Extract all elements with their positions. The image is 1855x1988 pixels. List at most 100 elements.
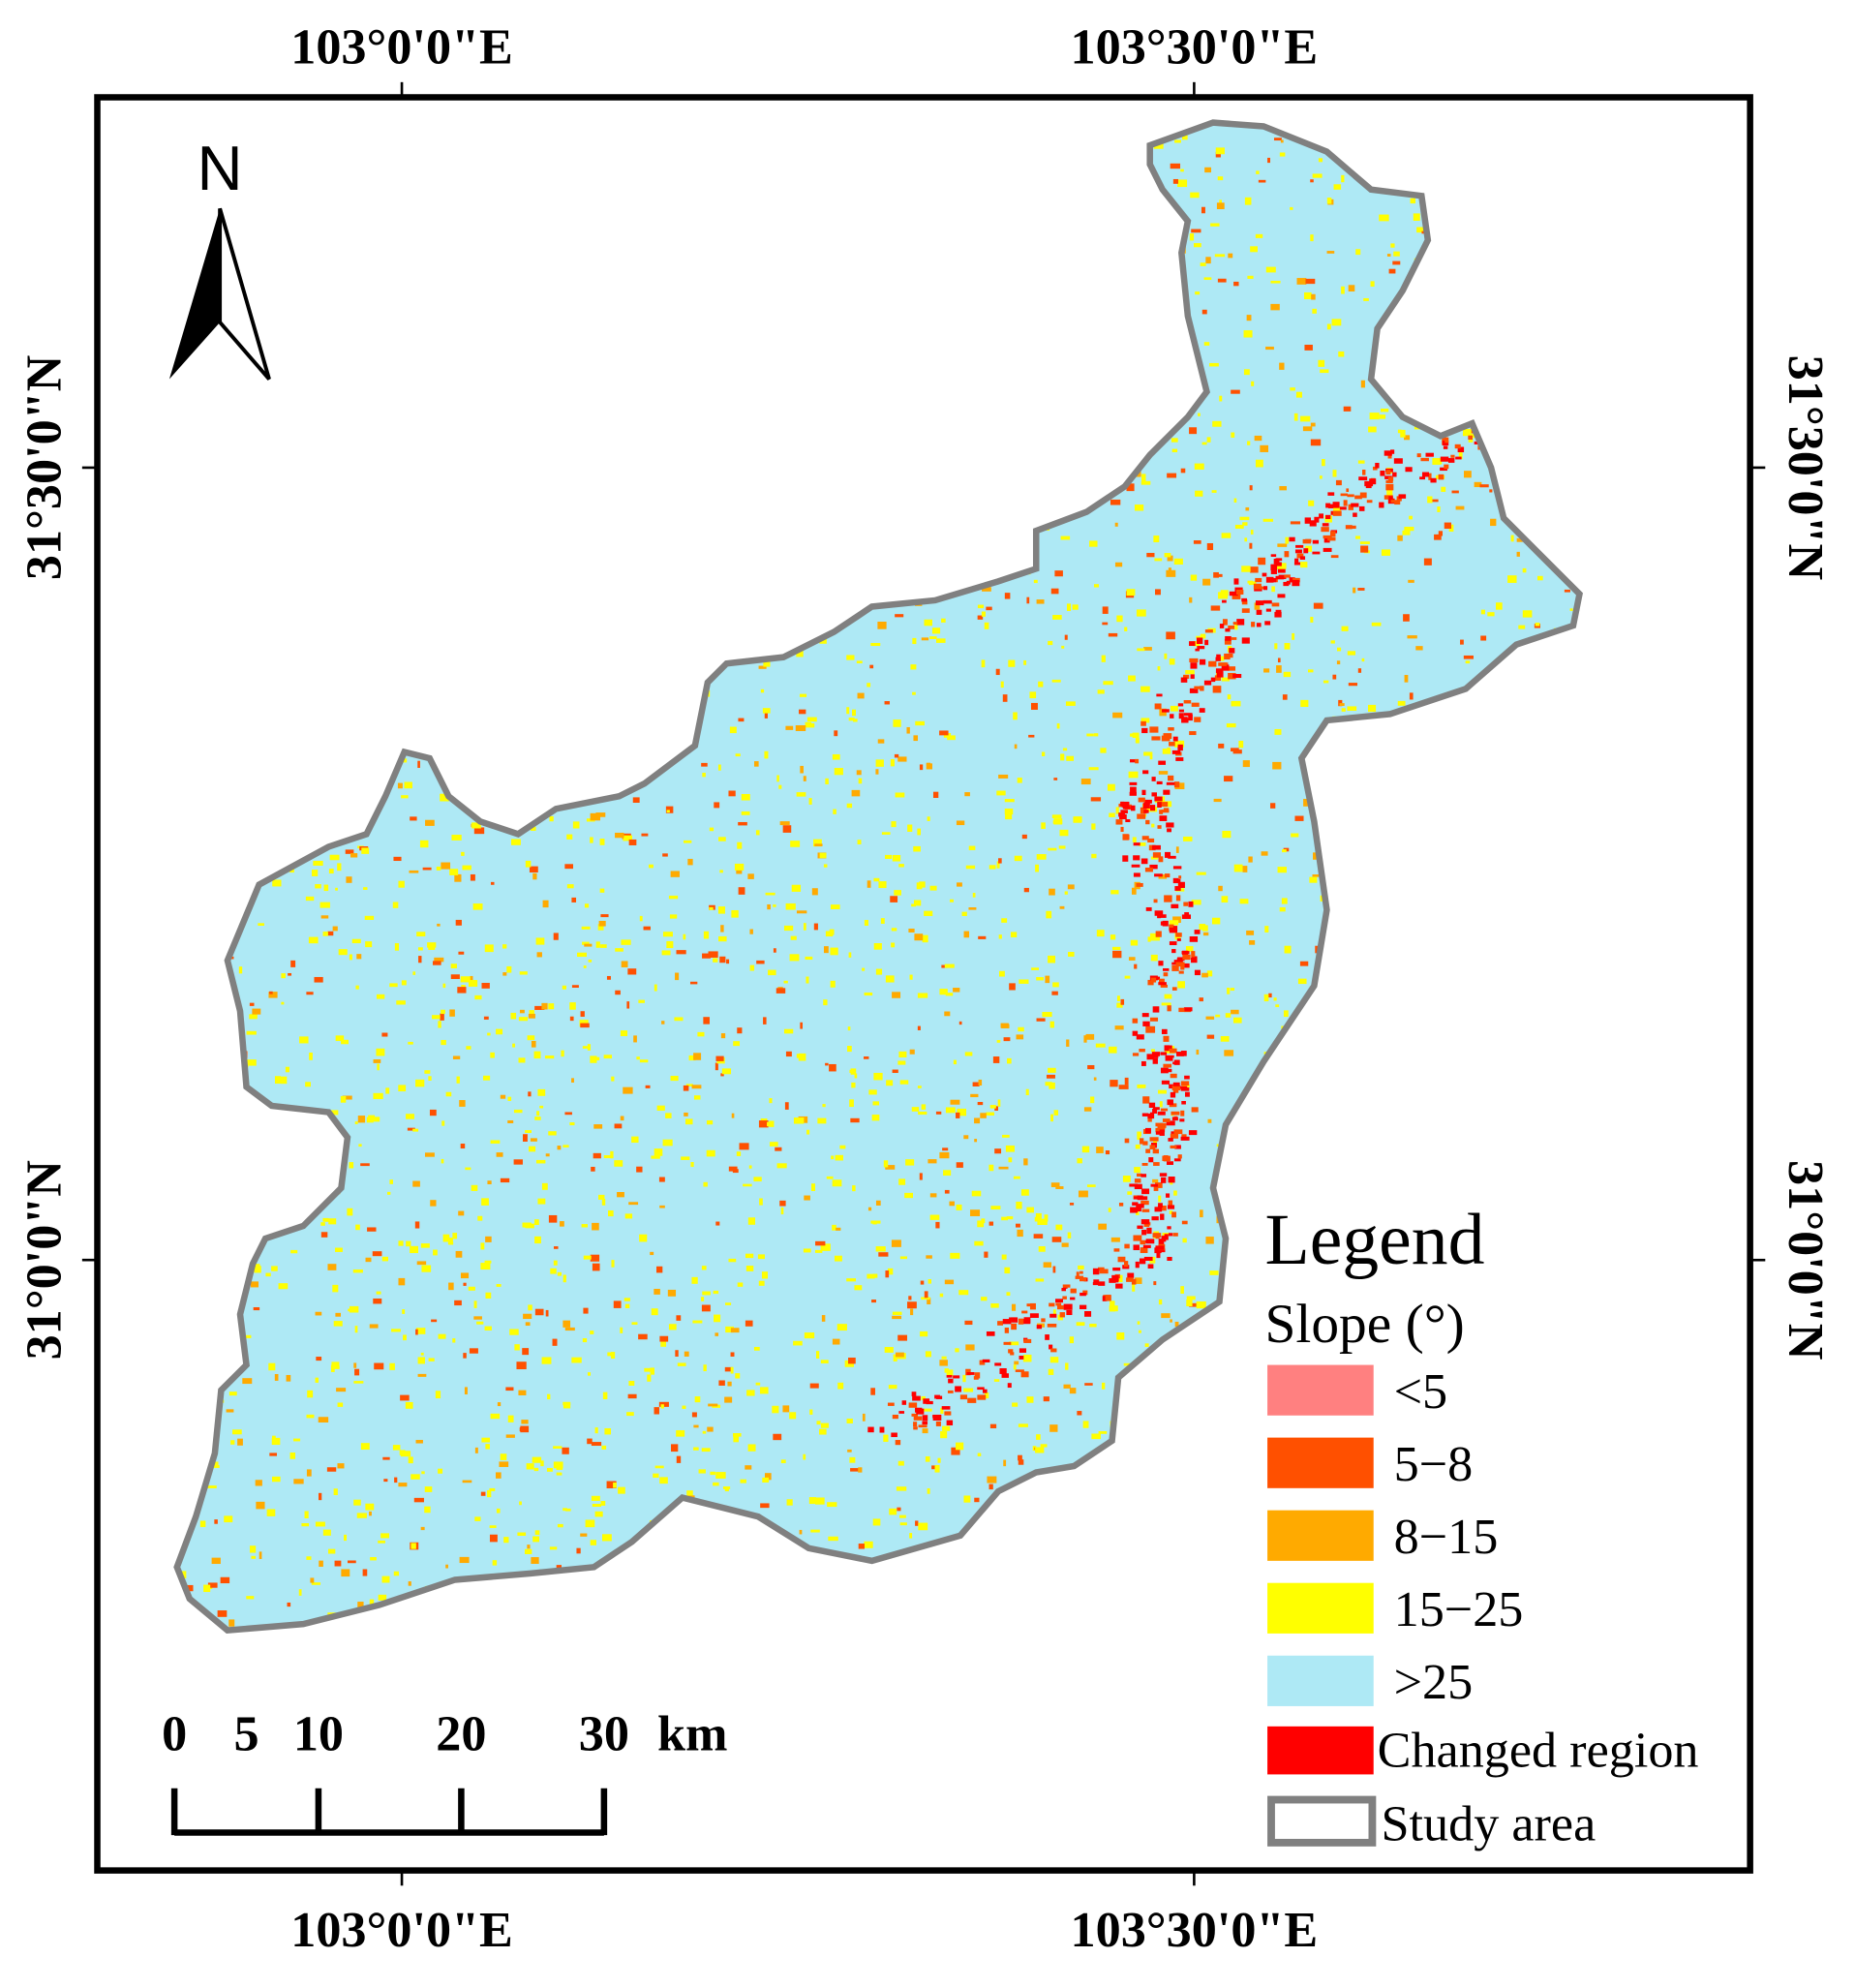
slope-speckle: [529, 1146, 536, 1152]
changed-speckle: [1132, 1208, 1141, 1212]
changed-speckle: [1384, 495, 1393, 500]
slope-speckle: [398, 880, 405, 888]
slope-speckle: [1474, 481, 1482, 488]
slope-speckle: [589, 628, 596, 633]
slope-speckle: [1063, 1384, 1071, 1389]
slope-speckle: [315, 475, 322, 481]
slope-speckle: [319, 1560, 323, 1567]
slope-speckle: [1250, 1343, 1257, 1348]
changed-speckle: [1203, 680, 1212, 686]
slope-speckle: [456, 1076, 460, 1084]
slope-speckle: [1050, 588, 1059, 595]
slope-speckle: [975, 205, 983, 211]
slope-speckle: [860, 545, 867, 549]
slope-speckle: [263, 697, 272, 705]
slope-speckle: [322, 673, 326, 678]
slope-speckle: [306, 1469, 312, 1477]
slope-speckle: [316, 1357, 322, 1361]
slope-speckle: [1395, 1136, 1404, 1142]
slope-speckle: [517, 571, 523, 578]
slope-speckle: [1568, 422, 1572, 428]
changed-speckle: [936, 1395, 943, 1399]
slope-speckle: [246, 464, 251, 473]
slope-speckle: [769, 1142, 778, 1147]
slope-speckle: [1387, 992, 1392, 998]
slope-speckle: [800, 535, 805, 541]
changed-speckle: [1133, 855, 1140, 861]
slope-speckle: [827, 494, 833, 500]
slope-speckle: [776, 1163, 787, 1169]
slope-speckle: [989, 1105, 996, 1109]
changed-speckle: [1082, 1290, 1088, 1296]
slope-speckle: [220, 586, 226, 594]
changed-speckle: [1189, 731, 1197, 736]
slope-speckle: [385, 219, 394, 226]
slope-speckle: [1217, 176, 1224, 181]
slope-speckle: [817, 1117, 827, 1124]
slope-speckle: [1040, 1444, 1048, 1448]
slope-speckle: [1242, 1306, 1249, 1313]
slope-speckle: [336, 823, 346, 829]
slope-speckle: [1131, 1278, 1137, 1285]
slope-speckle: [848, 718, 855, 721]
slope-speckle: [990, 1555, 994, 1561]
slope-speckle: [713, 958, 718, 963]
slope-speckle: [452, 1607, 462, 1616]
slope-speckle: [532, 1456, 542, 1463]
slope-speckle: [500, 658, 504, 661]
slope-speckle: [427, 942, 437, 948]
slope-speckle: [471, 1184, 478, 1191]
changed-speckle: [1392, 472, 1397, 477]
slope-speckle: [994, 486, 1001, 492]
slope-speckle: [1122, 350, 1129, 355]
slope-speckle: [731, 480, 742, 486]
slope-speckle: [1037, 461, 1045, 466]
slope-speckle: [942, 1425, 951, 1431]
changed-speckle: [1172, 1088, 1179, 1093]
slope-speckle: [1053, 1110, 1059, 1116]
slope-speckle: [748, 1165, 752, 1169]
changed-speckle: [1004, 1327, 1010, 1333]
slope-speckle: [535, 781, 543, 786]
slope-speckle: [990, 455, 997, 461]
slope-speckle: [858, 343, 867, 349]
slope-speckle: [575, 1609, 580, 1614]
slope-speckle: [1026, 1207, 1034, 1213]
slope-speckle: [274, 185, 283, 193]
changed-speckle: [1041, 1318, 1046, 1323]
slope-speckle: [613, 382, 623, 388]
slope-speckle: [780, 1459, 786, 1464]
slope-speckle: [389, 731, 398, 735]
changed-speckle: [1175, 962, 1185, 967]
slope-speckle: [1503, 806, 1508, 810]
slope-speckle: [786, 1499, 793, 1506]
changed-speckle: [1327, 504, 1334, 508]
slope-speckle: [211, 1557, 221, 1565]
slope-speckle: [1109, 1046, 1117, 1054]
slope-speckle: [295, 795, 304, 801]
slope-speckle: [785, 902, 796, 910]
changed-speckle: [1444, 437, 1449, 443]
slope-speckle: [432, 961, 441, 965]
changed-speckle: [1169, 941, 1177, 946]
slope-speckle: [238, 1122, 248, 1128]
slope-speckle: [877, 621, 887, 629]
slope-speckle: [764, 1473, 772, 1481]
slope-speckle: [1046, 910, 1052, 919]
slope-speckle: [948, 236, 957, 242]
slope-speckle: [1556, 1113, 1561, 1121]
changed-speckle: [1171, 1116, 1178, 1121]
slope-speckle: [762, 1580, 772, 1589]
slope-speckle: [670, 1075, 679, 1082]
slope-speckle: [969, 1622, 977, 1631]
slope-speckle: [304, 656, 309, 659]
slope-speckle: [862, 221, 871, 227]
changed-speckle: [1171, 987, 1177, 991]
changed-speckle: [1176, 1052, 1184, 1056]
slope-speckle: [1096, 1555, 1107, 1559]
slope-speckle: [222, 1101, 226, 1105]
slope-speckle: [670, 745, 680, 750]
slope-speckle: [1041, 822, 1046, 829]
slope-speckle: [1369, 413, 1380, 420]
slope-speckle: [1021, 834, 1027, 840]
